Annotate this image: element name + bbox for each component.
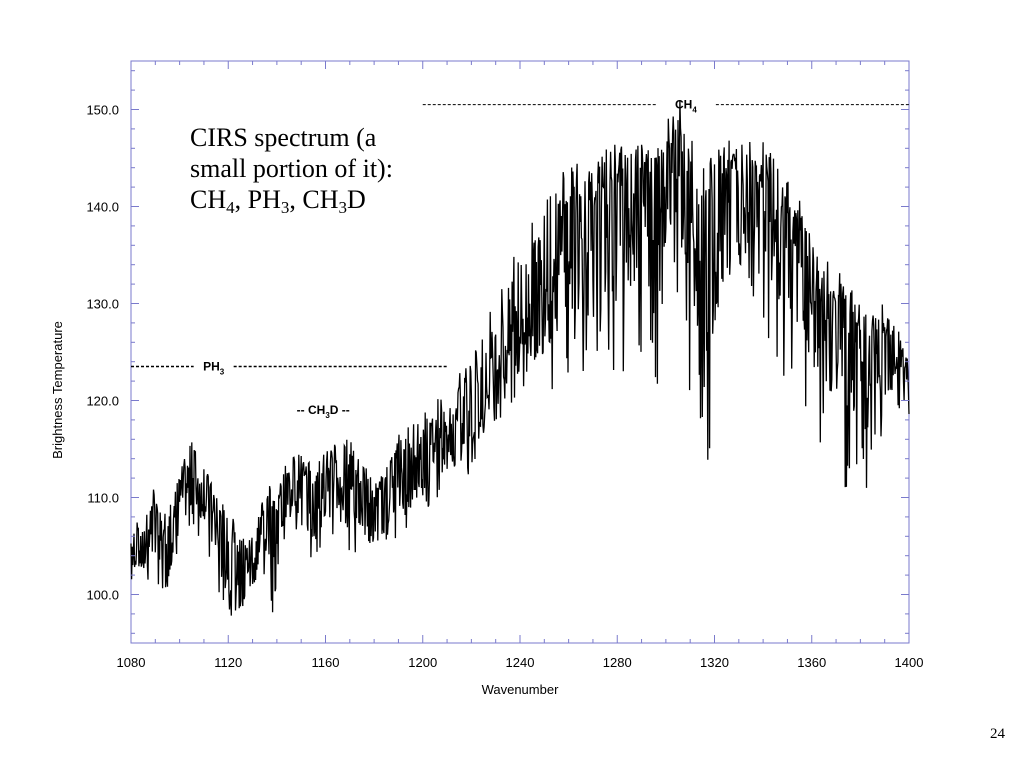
caption-line-1: CIRS spectrum (a [190, 123, 377, 152]
series-layer [130, 100, 910, 616]
slide-caption: CIRS spectrum (a small portion of it): C… [190, 122, 460, 217]
x-axis-ticks: 1080 1120 1160 1200 1240 1280 1320 1360 1400 [117, 61, 924, 670]
species-ch4: CH4 [190, 185, 235, 217]
slide-number: 24 [990, 726, 1005, 742]
x-tick-label: 1120 [214, 655, 242, 670]
species-ch3d: CH3D [302, 185, 366, 217]
x-tick-label: 1240 [506, 655, 535, 670]
x-tick-label: 1080 [117, 655, 146, 670]
x-tick-label: 1280 [603, 655, 632, 670]
x-axis-title: Wavenumber [482, 682, 559, 697]
y-tick-label: 130.0 [86, 297, 119, 312]
species-ph3: PH3 [247, 185, 290, 217]
y-tick-label: 100.0 [86, 588, 119, 603]
y-tick-label: 110.0 [87, 491, 119, 506]
ch4-band-label: CH4 [675, 98, 697, 115]
y-axis-ticks: 100.0 110.0 120.0 130.0 140.0 150.0 [86, 70, 909, 634]
y-tick-label: 120.0 [86, 394, 119, 409]
x-tick-label: 1400 [895, 655, 924, 670]
y-axis-title: Brightness Temperature [50, 321, 65, 459]
ph3-band-label: PH3 [203, 360, 225, 377]
y-tick-label: 140.0 [86, 200, 119, 215]
y-tick-label: 150.0 [86, 103, 119, 118]
x-tick-label: 1160 [312, 655, 340, 670]
separator: , [289, 185, 303, 214]
caption-species: CH4, PH3, CH3D [190, 184, 460, 217]
separator: , [234, 185, 248, 214]
spectrum-line [130, 100, 910, 616]
x-tick-label: 1320 [700, 655, 729, 670]
caption-line-2: small portion of it): [190, 154, 393, 183]
ch3d-band-label: -- CH3D -- [297, 403, 350, 420]
x-tick-label: 1360 [797, 655, 826, 670]
band-annotations: CH4 PH3 -- CH3D -- [131, 98, 909, 420]
x-tick-label: 1200 [408, 655, 437, 670]
